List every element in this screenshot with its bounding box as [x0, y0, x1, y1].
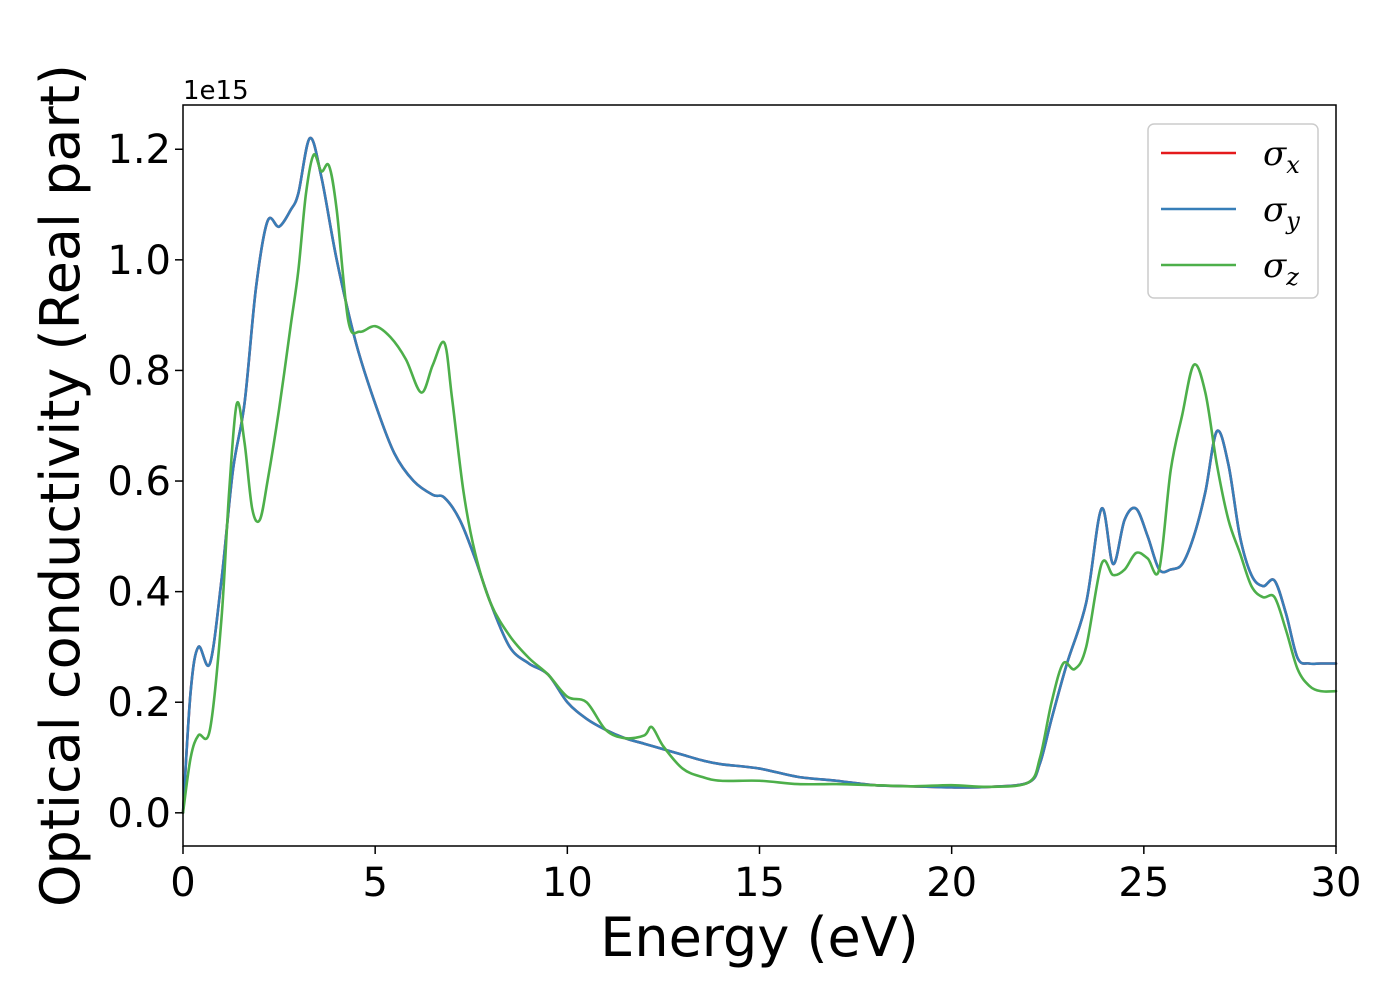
y-axis-label: Optical conductivity (Real part): [29, 64, 92, 907]
y-tick-label: 0.8: [107, 348, 171, 394]
x-tick-label: 0: [170, 860, 195, 906]
legend-box: [1147, 123, 1319, 299]
x-tick-label: 30: [1311, 860, 1362, 906]
x-axis-ticks: 0 5 10 15 20 25 30: [170, 846, 1361, 906]
y-tick-label: 1.2: [107, 127, 171, 173]
y-tick-label: 0.0: [107, 791, 171, 837]
x-axis-label: Energy (eV): [600, 906, 919, 969]
y-tick-label: 0.2: [107, 680, 171, 726]
y-tick-label: 0.6: [107, 459, 171, 505]
x-tick-label: 15: [734, 860, 785, 906]
y-tick-label: 1.0: [107, 238, 171, 284]
series-line-y: [181, 136, 1338, 815]
series-layer: [181, 136, 1338, 815]
y-axis-ticks: 0.0 0.2 0.4 0.6 0.8 1.0 1.2: [107, 127, 183, 837]
plot-area-frame: [182, 104, 1337, 847]
x-tick-label: 20: [926, 860, 977, 906]
series-line-z: [181, 153, 1338, 815]
x-tick-label: 25: [1118, 860, 1169, 906]
x-tick-label: 5: [362, 860, 387, 906]
x-tick-label: 10: [542, 860, 593, 906]
y-tick-label: 0.4: [107, 570, 171, 616]
y-axis-offset-label: 1e15: [183, 76, 249, 106]
